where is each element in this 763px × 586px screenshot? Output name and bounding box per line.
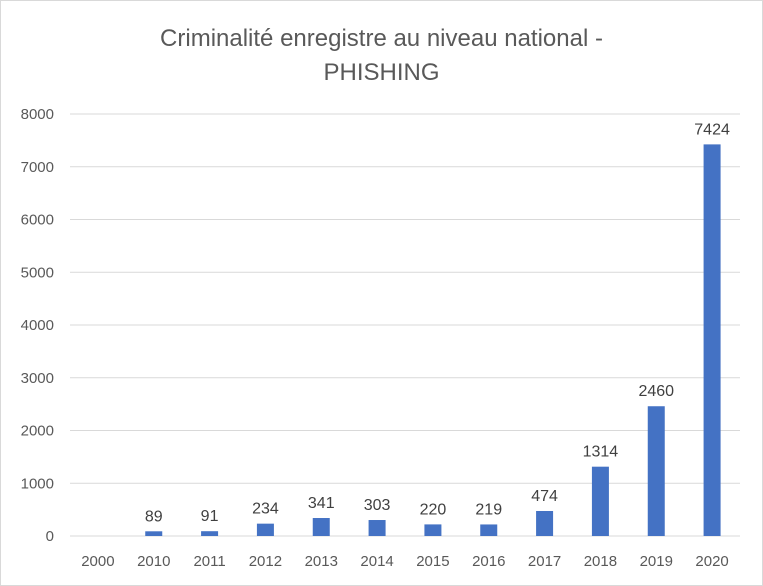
bar-2020 xyxy=(703,144,721,536)
bar-2013 xyxy=(312,518,330,536)
y-tick-label: 3000 xyxy=(21,370,54,387)
bars xyxy=(145,144,721,536)
bar-2017 xyxy=(536,510,554,536)
x-tick-label: 2017 xyxy=(528,553,561,570)
y-tick-label: 6000 xyxy=(21,212,54,229)
x-tick-label: 2016 xyxy=(472,553,505,570)
data-label-2010: 89 xyxy=(145,508,163,525)
y-tick-label: 4000 xyxy=(21,317,54,334)
data-label-2015: 220 xyxy=(420,501,447,518)
bar-2018 xyxy=(591,466,609,536)
bar-2019 xyxy=(647,406,665,536)
y-tick-label: 0 xyxy=(46,528,54,545)
x-tick-label: 2014 xyxy=(360,553,393,570)
y-tick-label: 2000 xyxy=(21,423,54,440)
x-tick-label: 2019 xyxy=(640,553,673,570)
y-tick-label: 7000 xyxy=(21,159,54,176)
bar-2014 xyxy=(368,520,386,536)
data-label-2016: 219 xyxy=(475,501,502,518)
x-tick-label: 2010 xyxy=(137,553,170,570)
x-tick-label: 2020 xyxy=(695,553,728,570)
bar-2015 xyxy=(424,524,442,536)
x-axis-tick-labels: 2000 2010 2011 2012 2013 2014 2015 2016 2017 2018… xyxy=(81,553,729,570)
bar-2011 xyxy=(201,531,219,536)
data-label-2017: 474 xyxy=(531,488,558,505)
data-label-2018: 1314 xyxy=(583,444,619,461)
y-tick-label: 5000 xyxy=(21,264,54,281)
chart-title: Criminalité enregistre au niveau nationa… xyxy=(0,22,763,90)
data-label-2019: 2460 xyxy=(638,383,674,400)
data-label-2012: 234 xyxy=(252,501,279,518)
x-tick-label: 2013 xyxy=(305,553,338,570)
bar-2012 xyxy=(256,523,274,536)
chart-title-line-2: PHISHING xyxy=(323,59,440,86)
bar-2016 xyxy=(480,524,498,536)
data-label-2020: 7424 xyxy=(694,121,730,138)
chart-title-line-1: Criminalité enregistre au niveau nationa… xyxy=(160,25,603,52)
data-label-2014: 303 xyxy=(364,497,391,514)
x-tick-label: 2015 xyxy=(416,553,449,570)
x-tick-label: 2018 xyxy=(584,553,617,570)
y-tick-label: 1000 xyxy=(21,475,54,492)
data-label-2011: 91 xyxy=(201,508,219,525)
y-tick-label: 8000 xyxy=(21,106,54,123)
data-labels: 89 91 234 341 303 220 219 474 1314 2460 7424 xyxy=(145,121,730,525)
y-axis-tick-labels: 0 1000 2000 3000 4000 5000 6000 7000 8000 xyxy=(21,106,54,545)
x-tick-label: 2012 xyxy=(249,553,282,570)
x-tick-label: 2011 xyxy=(193,553,225,570)
bar-2010 xyxy=(145,531,163,536)
x-tick-label: 2000 xyxy=(81,553,114,570)
gridlines xyxy=(70,113,740,537)
data-label-2013: 341 xyxy=(308,495,335,512)
